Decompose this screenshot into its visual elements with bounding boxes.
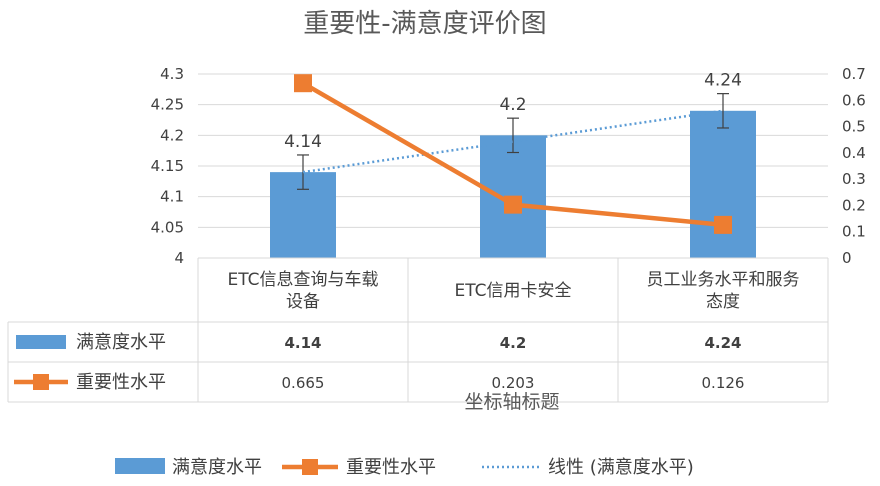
right-tick-label: 0.7: [842, 65, 866, 83]
right-tick-label: 0.5: [842, 118, 866, 136]
category-label: 员工业务水平和服务: [647, 270, 800, 290]
right-tick-label: 0.2: [842, 196, 866, 214]
left-tick-label: 4: [174, 249, 184, 267]
right-tick-label: 0.6: [842, 91, 866, 109]
table-key-marker: [33, 374, 49, 390]
legend-key-bar: [115, 458, 165, 474]
table-cell: 0.126: [702, 374, 745, 392]
table-key-bar: [16, 335, 66, 349]
category-label: 态度: [706, 292, 740, 312]
left-tick-label: 4.3: [160, 65, 184, 83]
bar: [690, 110, 756, 258]
right-tick-label: 0.4: [842, 144, 866, 162]
table-cell: 4.14: [284, 334, 321, 352]
left-tick-label: 4.2: [160, 126, 184, 144]
right-axis: 0 0.1 0.2 0.3 0.4 0.5 0.6 0.7: [842, 65, 866, 267]
x-axis-title: 坐标轴标题: [464, 391, 559, 413]
table-cell: 0.203: [492, 374, 535, 392]
legend: 满意度水平 重要性水平 线性 (满意度水平): [115, 457, 694, 478]
category-label: 设备: [286, 292, 320, 312]
legend-label: 线性 (满意度水平): [548, 457, 694, 478]
table-series-name: 重要性水平: [76, 372, 166, 393]
left-tick-label: 4.1: [160, 188, 184, 206]
right-tick-label: 0: [842, 249, 852, 267]
table-cell: 0.665: [282, 374, 325, 392]
table-cell: 4.2: [500, 334, 527, 352]
importance-line: [294, 74, 732, 234]
legend-label: 重要性水平: [346, 457, 436, 478]
bar-data-label: 4.2: [499, 95, 526, 115]
right-tick-label: 0.1: [842, 223, 866, 241]
data-labels: 4.14 4.2 4.24: [284, 71, 742, 152]
category-label: ETC信用卡安全: [455, 281, 572, 301]
legend-label: 满意度水平: [172, 457, 262, 478]
left-tick-label: 4.25: [151, 96, 184, 114]
line-point: [294, 74, 312, 93]
chart-title: 重要性-满意度评价图: [303, 9, 546, 39]
left-axis: 4 4.05 4.1 4.15 4.2 4.25 4.3: [151, 65, 184, 267]
table-series-name: 满意度水平: [76, 332, 166, 353]
category-label: ETC信息查询与车载: [228, 270, 379, 290]
right-tick-label: 0.3: [842, 170, 866, 188]
table-cell: 4.24: [704, 334, 741, 352]
legend-key-marker: [302, 459, 318, 475]
line-point: [504, 195, 522, 214]
trendline-path: [302, 109, 724, 174]
bar-data-label: 4.14: [284, 132, 322, 152]
bar-data-label: 4.24: [704, 71, 742, 91]
line-point: [714, 215, 732, 234]
left-tick-label: 4.15: [151, 157, 184, 175]
trendline: [302, 109, 724, 174]
left-tick-label: 4.05: [151, 218, 184, 236]
